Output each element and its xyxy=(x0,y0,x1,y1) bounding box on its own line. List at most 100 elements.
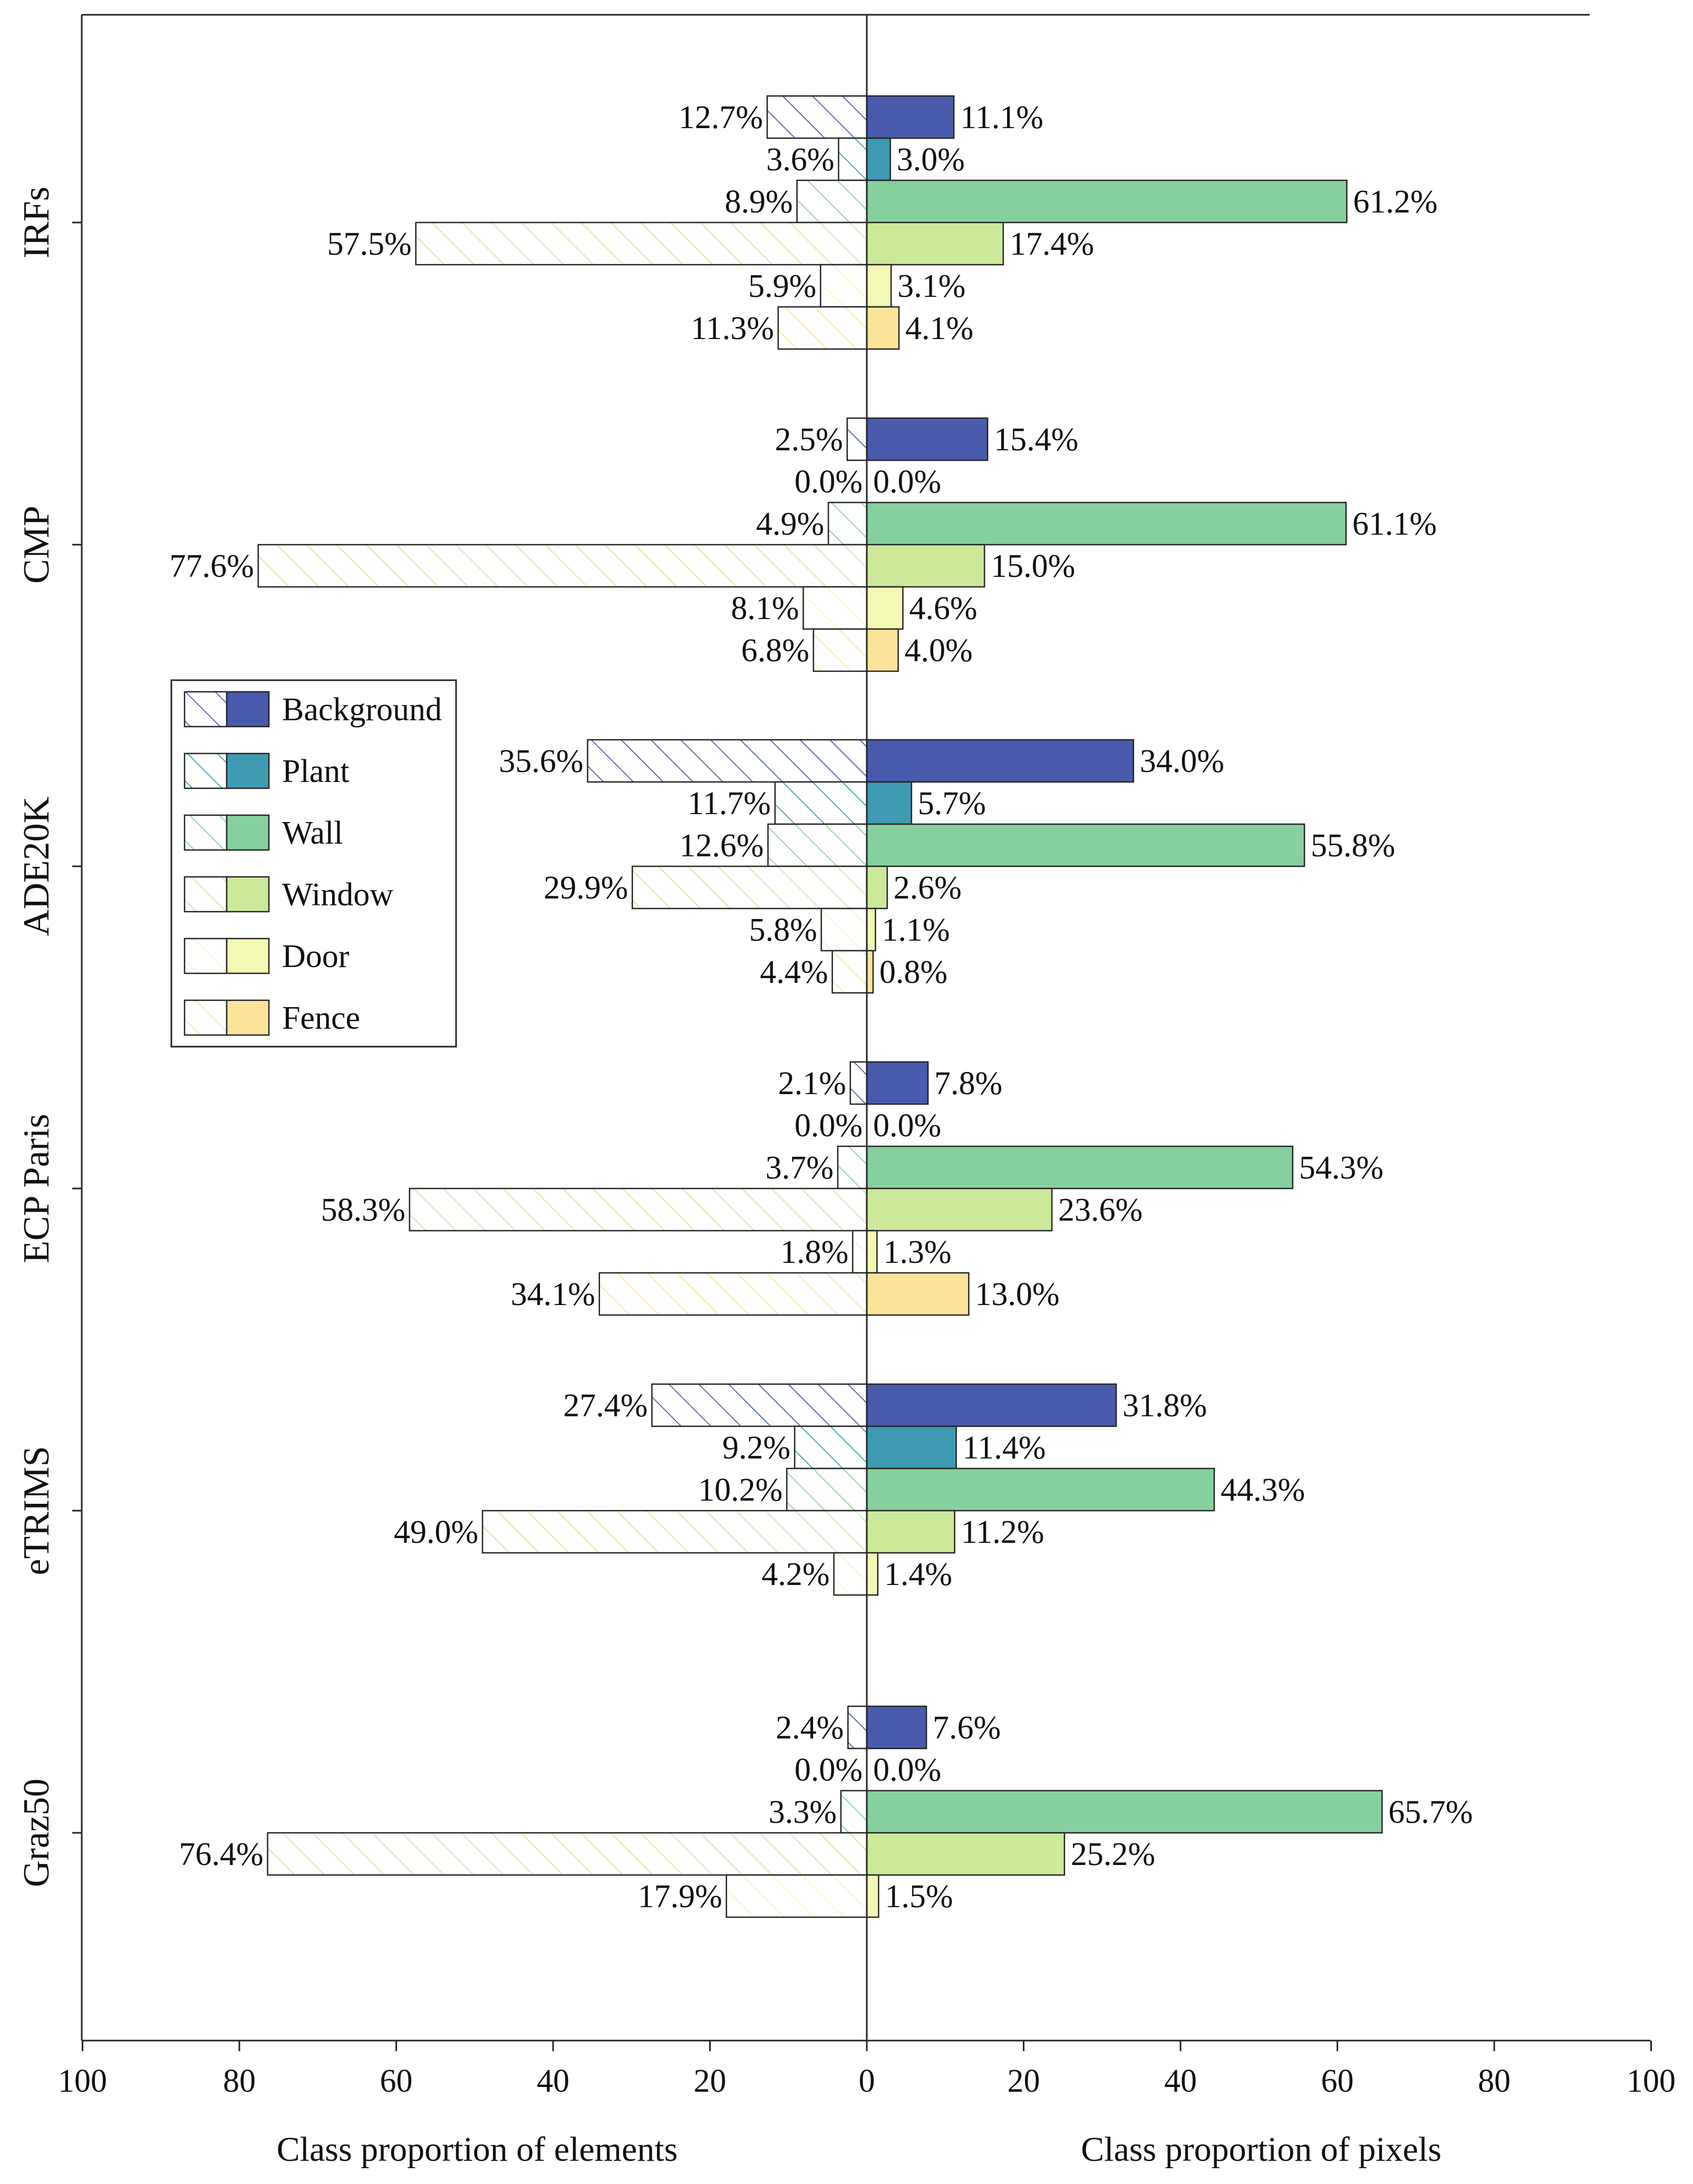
bar-pixels-ade20k-window xyxy=(866,865,888,910)
x-tick-label: 80 xyxy=(1478,2063,1511,2099)
y-tick-label-etrims: eTRIMS xyxy=(16,1446,57,1576)
x-tick-label: 60 xyxy=(1321,2063,1354,2099)
label-elements-irfs-wall: 8.9% xyxy=(724,184,792,220)
bar-pixels-graz50-background xyxy=(866,1705,927,1750)
bar-pixels-irfs-fence xyxy=(866,306,900,350)
bar-elements-cmp-background xyxy=(846,417,868,461)
legend-swatch-solid-background xyxy=(226,691,270,728)
label-elements-cmp-background: 2.5% xyxy=(775,422,843,458)
bar-elements-graz50-door xyxy=(725,1874,868,1918)
label-pixels-irfs-wall: 61.2% xyxy=(1353,184,1437,220)
x-tick-label: 40 xyxy=(1164,2063,1197,2099)
label-elements-ade20k-fence: 4.4% xyxy=(760,954,828,990)
bar-pixels-etrims-wall xyxy=(866,1467,1215,1512)
label-pixels-ade20k-fence: 0.8% xyxy=(879,954,947,990)
bar-elements-irfs-plant xyxy=(838,137,868,181)
label-pixels-irfs-plant: 3.0% xyxy=(897,142,965,178)
label-elements-graz50-plant: 0.0% xyxy=(795,1752,863,1788)
bar-pixels-ade20k-fence xyxy=(866,950,874,994)
label-pixels-etrims-wall: 44.3% xyxy=(1221,1472,1305,1508)
y-tick-label-ade20k: ADE20K xyxy=(16,797,57,936)
bar-elements-graz50-window xyxy=(267,1832,868,1876)
bar-pixels-irfs-wall xyxy=(866,179,1348,224)
bar-elements-ecp-paris-window xyxy=(409,1187,868,1232)
legend-swatch-hatched-plant xyxy=(183,752,228,789)
bar-elements-etrims-background xyxy=(651,1383,868,1427)
legend-swatch-hatched-window xyxy=(183,876,228,913)
bar-pixels-ecp-paris-background xyxy=(866,1061,929,1105)
bars-layer xyxy=(257,95,1383,1918)
legend-swatch-hatched-fence xyxy=(183,999,228,1036)
bar-elements-ade20k-window xyxy=(631,865,868,910)
bar-elements-ade20k-wall xyxy=(767,823,868,867)
label-elements-graz50-wall: 3.3% xyxy=(769,1794,837,1830)
bar-pixels-cmp-wall xyxy=(866,501,1347,546)
legend-swatch-solid-window xyxy=(226,876,270,913)
x-tick-label: 20 xyxy=(1008,2063,1040,2099)
label-pixels-ade20k-plant: 5.7% xyxy=(918,786,986,822)
bar-elements-irfs-wall xyxy=(796,179,868,224)
bar-elements-ecp-paris-door xyxy=(852,1230,868,1274)
label-elements-graz50-window: 76.4% xyxy=(179,1837,263,1872)
legend-label-fence: Fence xyxy=(282,1000,360,1036)
legend-label-door: Door xyxy=(282,939,350,974)
bar-pixels-graz50-door xyxy=(866,1874,879,1918)
label-pixels-cmp-wall: 61.1% xyxy=(1352,506,1437,542)
label-pixels-cmp-plant: 0.0% xyxy=(873,464,941,500)
bar-elements-graz50-wall xyxy=(840,1790,868,1834)
y-tick-label-graz50: Graz50 xyxy=(16,1779,57,1887)
label-pixels-ecp-paris-wall: 54.3% xyxy=(1299,1150,1384,1186)
label-elements-ecp-paris-plant: 0.0% xyxy=(795,1108,863,1144)
legend-swatch-solid-door xyxy=(226,938,270,974)
bar-pixels-ade20k-plant xyxy=(866,781,913,825)
bar-elements-ade20k-plant xyxy=(774,781,868,825)
bar-elements-cmp-door xyxy=(802,586,868,630)
bar-pixels-irfs-window xyxy=(866,221,1004,266)
x-tick-label: 40 xyxy=(537,2063,569,2099)
label-elements-graz50-background: 2.4% xyxy=(776,1710,844,1746)
label-elements-ade20k-plant: 11.7% xyxy=(688,786,771,822)
bar-pixels-ade20k-wall xyxy=(866,823,1305,867)
bar-pixels-ade20k-background xyxy=(866,739,1134,783)
label-elements-cmp-door: 8.1% xyxy=(731,591,799,626)
bar-pixels-etrims-door xyxy=(866,1552,879,1596)
legend-frame xyxy=(170,679,457,1048)
label-elements-cmp-fence: 6.8% xyxy=(741,633,809,669)
label-elements-irfs-plant: 3.6% xyxy=(766,142,834,178)
label-pixels-etrims-background: 31.8% xyxy=(1123,1388,1207,1424)
bar-elements-graz50-background xyxy=(847,1705,868,1750)
label-elements-ecp-paris-background: 2.1% xyxy=(778,1066,846,1101)
label-elements-ecp-paris-fence: 34.1% xyxy=(511,1277,595,1312)
label-elements-irfs-background: 12.7% xyxy=(679,100,763,136)
label-elements-cmp-wall: 4.9% xyxy=(756,506,824,542)
label-elements-ade20k-wall: 12.6% xyxy=(679,828,763,864)
label-elements-ecp-paris-wall: 3.7% xyxy=(766,1150,834,1186)
label-pixels-irfs-background: 11.1% xyxy=(960,100,1043,136)
bar-pixels-ecp-paris-door xyxy=(866,1230,878,1274)
label-pixels-graz50-door: 1.5% xyxy=(885,1879,953,1915)
bar-pixels-etrims-plant xyxy=(866,1425,957,1470)
bar-pixels-cmp-fence xyxy=(866,628,899,672)
bar-elements-etrims-window xyxy=(481,1510,868,1554)
bar-pixels-cmp-door xyxy=(866,586,904,630)
label-elements-irfs-door: 5.9% xyxy=(748,268,816,304)
label-pixels-ecp-paris-background: 7.8% xyxy=(934,1066,1002,1101)
x-axis-title-right: Class proportion of pixels xyxy=(1081,2130,1442,2169)
bar-elements-irfs-door xyxy=(819,264,868,308)
label-elements-ade20k-window: 29.9% xyxy=(544,870,628,906)
legend-label-background: Background xyxy=(282,692,442,728)
bar-elements-irfs-background xyxy=(766,95,868,139)
bar-elements-etrims-door xyxy=(833,1552,868,1596)
label-pixels-ecp-paris-door: 1.3% xyxy=(883,1234,951,1270)
y-ticks-layer: IRFs CMP ADE20K ECP Paris eTRIMS Graz50 xyxy=(16,187,82,1887)
x-ticks-layer: 100 80 60 40 20 0 20 40 60 80 100 xyxy=(58,2041,1676,2099)
legend-swatch-hatched-door xyxy=(183,938,228,974)
label-elements-ade20k-background: 35.6% xyxy=(499,743,583,779)
label-elements-ade20k-door: 5.8% xyxy=(749,912,817,948)
label-pixels-ade20k-background: 34.0% xyxy=(1140,743,1224,779)
bar-elements-cmp-wall xyxy=(827,501,868,546)
x-tick-label: 20 xyxy=(694,2063,727,2099)
label-elements-etrims-background: 27.4% xyxy=(563,1388,647,1424)
label-elements-cmp-plant: 0.0% xyxy=(795,464,863,500)
